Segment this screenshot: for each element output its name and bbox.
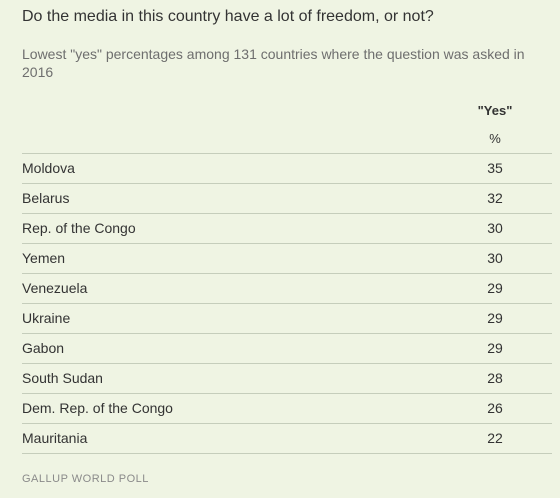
row-label: Dem. Rep. of the Congo	[22, 400, 173, 416]
row-value: 29	[487, 340, 503, 356]
table-rule	[22, 423, 552, 424]
source-note: GALLUP WORLD POLL	[22, 473, 149, 485]
table-rule	[22, 393, 552, 394]
table-rule	[22, 273, 552, 274]
table-rule	[22, 453, 552, 454]
table-rule	[22, 153, 552, 154]
row-label: South Sudan	[22, 370, 103, 386]
row-value: 30	[487, 220, 503, 236]
row-value: 28	[487, 370, 503, 386]
row-value: 35	[487, 160, 503, 176]
row-value: 22	[487, 430, 503, 446]
row-label: Ukraine	[22, 310, 71, 326]
chart-title: Do the media in this country have a lot …	[22, 8, 434, 25]
row-label: Rep. of the Congo	[22, 220, 136, 236]
row-value: 29	[487, 310, 503, 326]
table-rule	[22, 333, 552, 334]
row-value: 30	[487, 250, 503, 266]
row-value: 26	[487, 400, 503, 416]
table-rule	[22, 363, 552, 364]
row-label: Gabon	[22, 340, 65, 356]
row-label: Venezuela	[22, 280, 88, 296]
row-label: Belarus	[22, 190, 70, 206]
row-label: Mauritania	[22, 430, 88, 446]
column-header-unit: %	[489, 131, 501, 146]
column-header-yes: "Yes"	[477, 103, 513, 118]
chart-subtitle: Lowest "yes" percentages among 131 count…	[22, 46, 525, 80]
row-value: 29	[487, 280, 503, 296]
table-rule	[22, 183, 552, 184]
row-label: Yemen	[22, 250, 66, 266]
table-rule	[22, 213, 552, 214]
table-rule	[22, 243, 552, 244]
row-label: Moldova	[22, 160, 75, 176]
row-value: 32	[487, 190, 503, 206]
table-rule	[22, 303, 552, 304]
